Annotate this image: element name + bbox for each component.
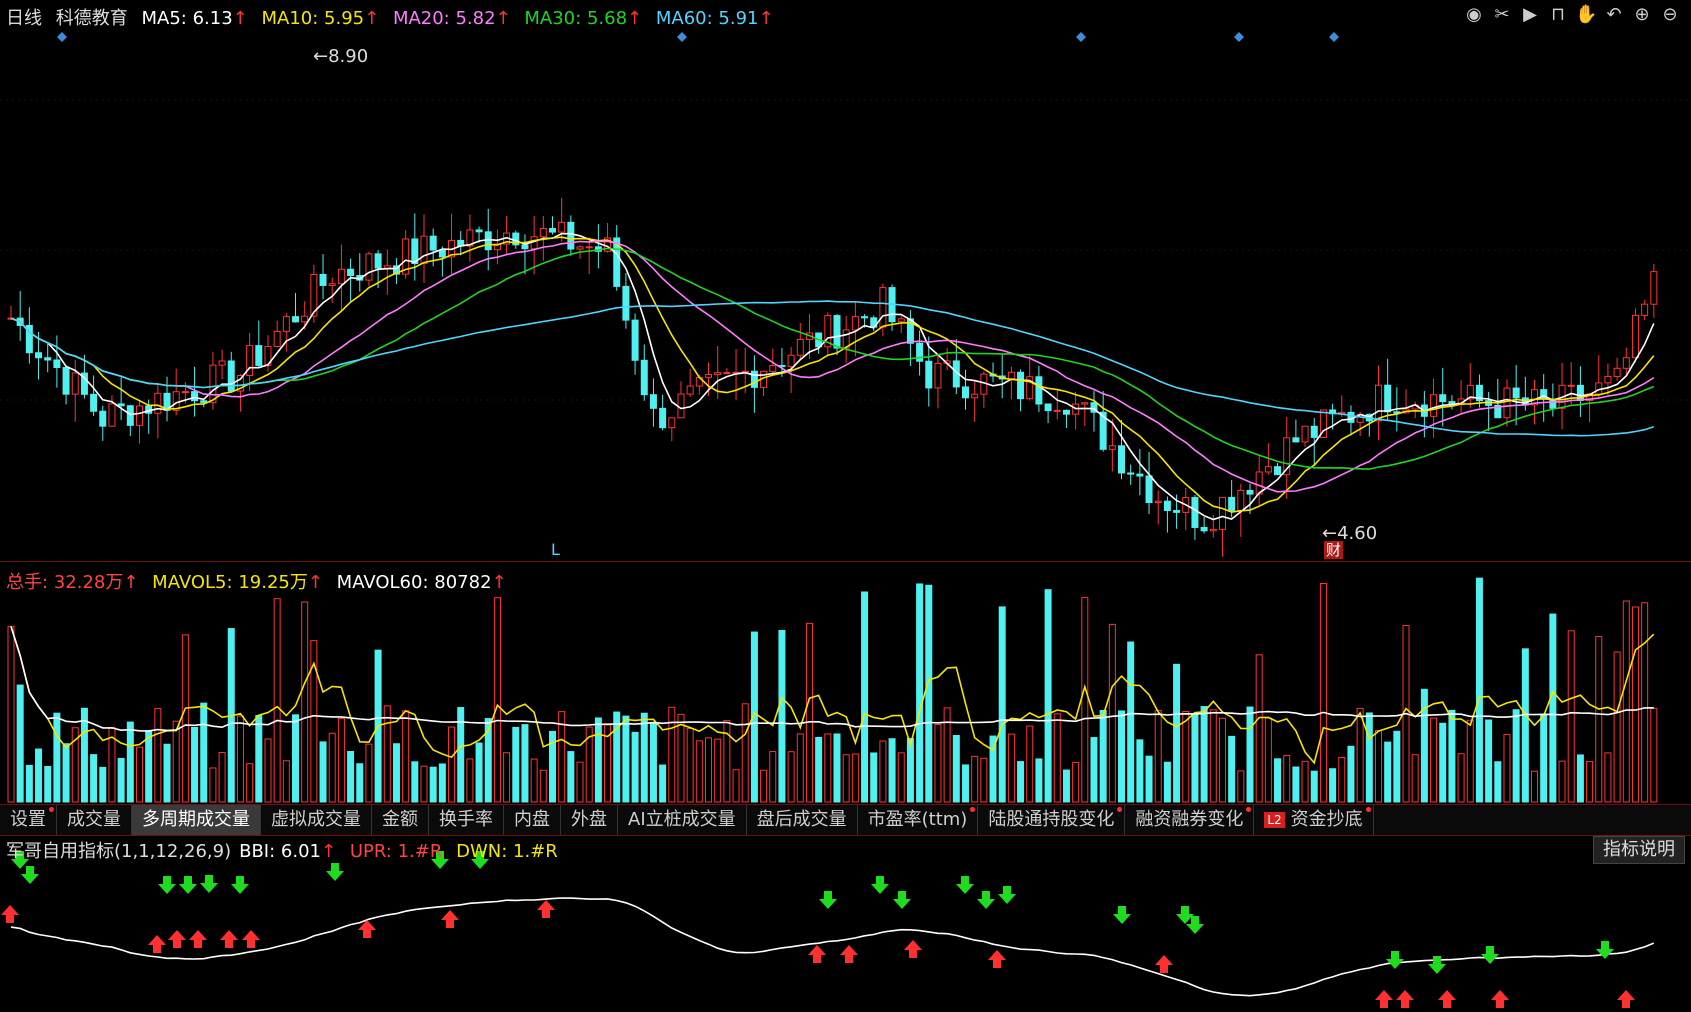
price-header: 日线 科德教育 MA5: 6.13↑ MA10: 5.95↑ MA20: 5.8… — [6, 4, 782, 30]
tab-label: 陆股通持股变化 — [988, 809, 1115, 830]
tab-2[interactable]: 多周期成交量 — [132, 805, 261, 835]
tab-dot — [1365, 807, 1371, 812]
tab-label: 金额 — [382, 809, 418, 830]
period-label[interactable]: 日线 — [6, 8, 42, 29]
volume-header: 总手: 32.28万↑ MAVOL5: 19.25万↑ MAVOL60: 807… — [6, 568, 515, 594]
tab-7[interactable]: 外盘 — [561, 805, 618, 835]
chart-toolbar: ◉ ✂ ▶ ⊓ ✋ ↶ ⊕ ⊖ — [1463, 4, 1681, 26]
tab-3[interactable]: 虚拟成交量 — [261, 805, 372, 835]
bottom-marker: L — [551, 540, 560, 559]
stock-name: 科德教育 — [55, 8, 128, 29]
mavol5-readout: MAVOL5: 19.25万↑ — [152, 572, 323, 593]
tab-5[interactable]: 换手率 — [429, 805, 504, 835]
tab-12[interactable]: 融资融券变化 — [1125, 805, 1255, 835]
tab-9[interactable]: 盘后成交量 — [747, 805, 858, 835]
tab-label: 虚拟成交量 — [271, 809, 361, 830]
ma60-readout: MA60: 5.91↑ — [655, 8, 774, 29]
l2-badge: L2 — [1264, 812, 1285, 828]
bbi-readout: BBI: 6.01↑ — [239, 841, 337, 862]
ma20-readout: MA20: 5.82↑ — [392, 8, 511, 29]
indicator-chart[interactable] — [0, 835, 1691, 1012]
finance-badge[interactable]: 财 — [1324, 541, 1344, 559]
indicator-explain-button[interactable]: 指标说明 — [1593, 836, 1685, 864]
scissors-icon[interactable]: ✂ — [1494, 4, 1510, 25]
volume-chart[interactable] — [0, 562, 1691, 804]
tab-label: 多周期成交量 — [142, 809, 250, 830]
indicator-header: 军哥自用指标(1,1,12,26,9) BBI: 6.01↑ UPR: 1.#R … — [6, 837, 566, 863]
total-volume-readout: 总手: 32.28万↑ — [6, 572, 139, 593]
play-icon[interactable]: ▶ — [1523, 4, 1537, 25]
zoom-out-icon[interactable]: ⊖ — [1662, 4, 1678, 25]
lock-icon[interactable]: ⊓ — [1550, 4, 1566, 25]
tab-dot — [49, 807, 54, 812]
indicator-panel[interactable]: 军哥自用指标(1,1,12,26,9) BBI: 6.01↑ UPR: 1.#R … — [0, 835, 1691, 1012]
tab-label: 内盘 — [514, 809, 550, 830]
zoom-in-icon[interactable]: ⊕ — [1634, 4, 1650, 25]
tab-4[interactable]: 金额 — [372, 805, 429, 835]
candlestick-chart[interactable] — [0, 0, 1691, 562]
upr-readout: UPR: 1.#R — [349, 841, 443, 862]
ma5-readout: MA5: 6.13↑ — [141, 8, 248, 29]
tab-label: AI立桩成交量 — [628, 809, 736, 830]
ma30-readout: MA30: 5.68↑ — [524, 8, 643, 29]
low-price-label: ←4.60 — [1322, 523, 1378, 544]
tab-11[interactable]: 陆股通持股变化 — [978, 805, 1126, 835]
tab-dot — [1246, 807, 1252, 812]
ma10-readout: MA10: 5.95↑ — [261, 8, 380, 29]
tab-label: 换手率 — [439, 809, 493, 830]
tab-label: 盘后成交量 — [756, 809, 847, 830]
high-price-label: ←8.90 — [313, 46, 369, 67]
hand-icon[interactable]: ✋ — [1575, 4, 1598, 25]
undo-icon[interactable]: ↶ — [1606, 4, 1622, 25]
price-panel[interactable]: 日线 科德教育 MA5: 6.13↑ MA10: 5.95↑ MA20: 5.8… — [0, 0, 1691, 562]
indicator-tabs: 设置 成交量 多周期成交量 虚拟成交量 金额 换手率 内盘 外盘 AI立桩成交量 盘后成交量 市盈率… — [0, 804, 1691, 836]
dwn-readout: DWN: 1.#R — [456, 841, 558, 862]
tab-label: 成交量 — [67, 809, 121, 830]
mavol60-readout: MAVOL60: 80782↑ — [336, 572, 507, 593]
tab-label: 设置 — [10, 809, 46, 830]
tab-8[interactable]: AI立桩成交量 — [618, 805, 747, 835]
tab-6[interactable]: 内盘 — [504, 805, 561, 835]
eye-icon[interactable]: ◉ — [1466, 4, 1482, 25]
volume-panel[interactable]: 总手: 32.28万↑ MAVOL5: 19.25万↑ MAVOL60: 807… — [0, 562, 1691, 804]
tab-label: 资金抄底 — [1290, 809, 1363, 830]
tab-dot — [1117, 807, 1123, 812]
tab-0[interactable]: 设置 — [0, 805, 57, 835]
indicator-name[interactable]: 军哥自用指标(1,1,12,26,9) — [6, 841, 232, 862]
tab-label: 市盈率(ttm) — [867, 809, 968, 830]
tab-label: 融资融券变化 — [1135, 809, 1244, 830]
tab-13[interactable]: L2 资金抄底 — [1254, 805, 1374, 835]
tab-dot — [970, 807, 976, 812]
tab-10[interactable]: 市盈率(ttm) — [858, 805, 979, 835]
tab-1[interactable]: 成交量 — [57, 805, 132, 835]
tab-label: 外盘 — [571, 809, 607, 830]
